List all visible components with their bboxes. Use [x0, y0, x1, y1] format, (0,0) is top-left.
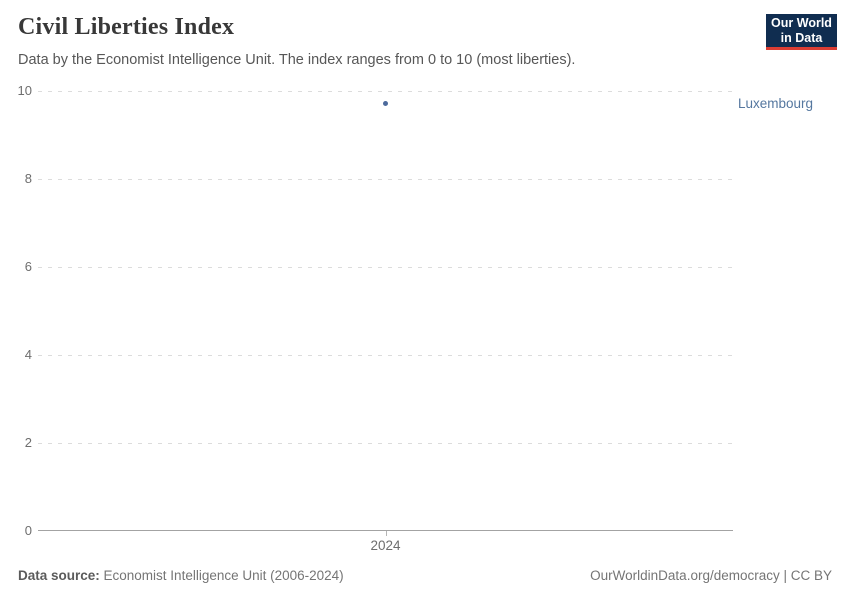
y-tick-label-6: 6 [24, 259, 32, 274]
chart-footer: Data source: Economist Intelligence Unit… [18, 568, 832, 584]
y-tick-label-8: 8 [24, 171, 32, 186]
gridline-y-6 [38, 267, 733, 268]
owid-logo-line1: Our World [771, 16, 832, 30]
chart-title: Civil Liberties Index [18, 14, 235, 40]
owid-logo[interactable]: Our World in Data [766, 14, 837, 50]
data-point-luxembourg[interactable] [383, 101, 388, 107]
gridline-y-8 [38, 179, 733, 180]
chart-subtitle: Data by the Economist Intelligence Unit.… [18, 52, 576, 68]
gridline-y-2 [38, 443, 733, 444]
y-tick-label-10: 10 [17, 83, 32, 98]
x-tick-2024 [385, 531, 387, 536]
y-tick-label-4: 4 [24, 347, 32, 362]
owid-logo-line2: in Data [780, 31, 823, 45]
data-source-label: Data source: [18, 568, 100, 583]
data-source-text: Economist Intelligence Unit (2006-2024) [99, 568, 344, 583]
gridline-y-4 [38, 355, 733, 356]
y-tick-label-0: 0 [24, 523, 32, 538]
plot-area: 0 2 4 6 8 10 2024 Luxembourg [18, 83, 814, 553]
x-tick-label-2024: 2024 [370, 538, 401, 553]
y-tick-label-2: 2 [24, 435, 32, 450]
gridline-y-10 [38, 91, 733, 92]
entity-label-luxembourg[interactable]: Luxembourg [738, 95, 814, 111]
data-source-note: Data source: Economist Intelligence Unit… [18, 568, 344, 584]
x-axis-line [38, 530, 733, 531]
credit-link[interactable]: OurWorldinData.org/democracy | CC BY [590, 568, 832, 583]
